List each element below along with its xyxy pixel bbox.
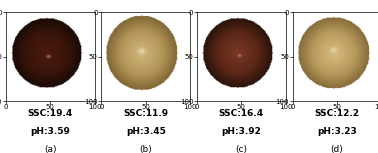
Text: SSC:12.2: SSC:12.2	[314, 109, 359, 118]
Text: SSC:19.4: SSC:19.4	[28, 109, 73, 118]
Text: pH:3.59: pH:3.59	[30, 127, 70, 136]
Text: (d): (d)	[331, 145, 343, 153]
Text: pH:3.45: pH:3.45	[126, 127, 166, 136]
Text: SSC:11.9: SSC:11.9	[123, 109, 168, 118]
Text: (a): (a)	[44, 145, 56, 153]
Text: pH:3.23: pH:3.23	[317, 127, 357, 136]
Text: SSC:16.4: SSC:16.4	[219, 109, 264, 118]
Text: pH:3.92: pH:3.92	[222, 127, 261, 136]
Text: (c): (c)	[235, 145, 247, 153]
Text: (b): (b)	[139, 145, 152, 153]
